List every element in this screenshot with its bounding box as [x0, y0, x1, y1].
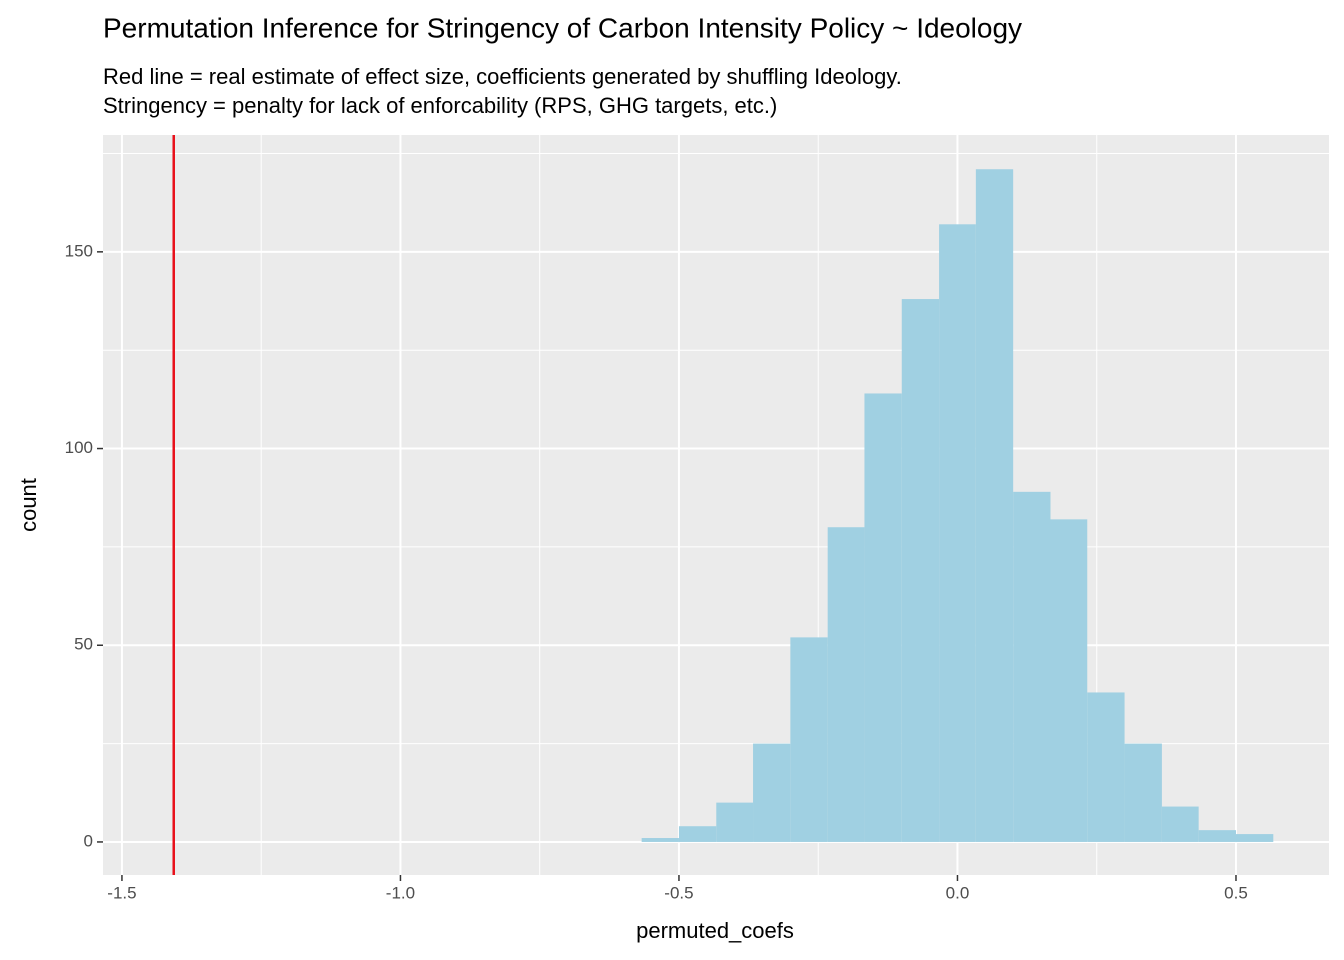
histogram-bar — [1087, 692, 1125, 842]
x-axis-title: permuted_coefs — [636, 918, 794, 943]
histogram-bar — [1235, 834, 1274, 842]
y-tick-label: 0 — [84, 831, 93, 850]
histogram-bar — [1198, 830, 1236, 842]
x-tick-label: -0.5 — [664, 883, 693, 902]
x-tick-label: 0.0 — [946, 883, 970, 902]
y-tick-label: 150 — [65, 241, 93, 260]
chart-subtitle: Red line = real estimate of effect size,… — [103, 64, 902, 89]
histogram-bar — [1124, 743, 1162, 842]
histogram-bar — [864, 393, 902, 842]
y-axis-title: count — [16, 478, 41, 532]
histogram-bar — [678, 826, 717, 842]
histogram-bar — [716, 802, 754, 842]
histogram-bar — [901, 299, 940, 842]
chart-subtitle: Stringency = penalty for lack of enforca… — [103, 93, 777, 118]
histogram-bar — [1050, 519, 1088, 842]
y-tick-label: 100 — [65, 438, 93, 457]
x-tick-label: -1.5 — [107, 883, 136, 902]
histogram-bar — [975, 169, 1014, 842]
chart-title: Permutation Inference for Stringency of … — [103, 12, 1022, 43]
histogram-bar — [1161, 806, 1199, 842]
histogram-bar — [753, 743, 791, 842]
histogram-bar — [1013, 491, 1051, 842]
histogram-bar — [827, 527, 865, 842]
x-tick-label: 0.5 — [1224, 883, 1248, 902]
histogram-bar — [790, 637, 828, 842]
histogram-bar — [641, 838, 679, 842]
x-tick-label: -1.0 — [386, 883, 415, 902]
y-tick-label: 50 — [74, 635, 93, 654]
histogram-bar — [939, 224, 976, 842]
